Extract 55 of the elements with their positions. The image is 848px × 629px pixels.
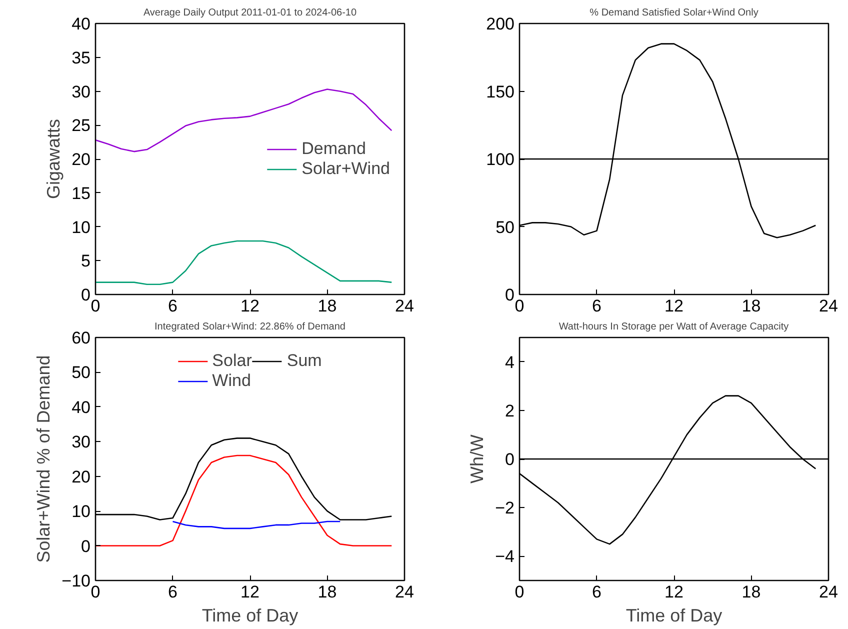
y-tick-label: 50 [72, 363, 91, 382]
y-tick-label: 20 [72, 150, 91, 169]
y-tick-label: 10 [72, 502, 91, 522]
x-tick-label: 12 [664, 582, 684, 602]
y-tick-label: 10 [72, 218, 91, 237]
x-axis-title: Time of Day [202, 606, 298, 626]
legend-label: Solar+Wind [302, 158, 390, 178]
x-tick-label: 24 [819, 296, 838, 316]
y-tick-label: 15 [72, 184, 91, 203]
x-tick-label: 24 [395, 296, 414, 316]
y-tick-label: 150 [486, 82, 515, 102]
y-tick-label: −4 [495, 547, 515, 566]
legend-label: Sum [286, 351, 322, 371]
y-tick-label: 50 [496, 218, 515, 237]
y-tick-label: 5 [81, 252, 91, 271]
y-tick-label: 4 [505, 352, 515, 372]
x-tick-label: 12 [240, 296, 260, 316]
y-tick-label: 40 [72, 398, 91, 417]
y-tick-label: 25 [72, 116, 91, 136]
y-axis-title: Wh/W [467, 434, 488, 484]
y-tick-label: 30 [72, 82, 91, 102]
y-tick-label: 20 [72, 467, 91, 486]
x-tick-label: 6 [168, 296, 178, 316]
x-tick-label: 24 [395, 582, 414, 602]
y-tick-label: −10 [62, 572, 91, 590]
y-tick-label: 2 [505, 401, 515, 420]
legend-label: Demand [302, 138, 366, 158]
y-axis-title: Solar+Wind % of Demand [34, 355, 54, 563]
y-tick-label: 40 [72, 14, 91, 34]
y-tick-label: 30 [72, 432, 91, 452]
y-tick-label: 0 [505, 450, 515, 469]
y-tick-label: −2 [495, 498, 515, 518]
x-tick-label: 12 [664, 296, 684, 316]
x-tick-label: 24 [819, 582, 838, 602]
legend-label: Solar [212, 351, 252, 371]
y-tick-label: 200 [486, 14, 515, 34]
y-tick-label: 100 [486, 150, 515, 169]
chart-title: % Demand Satisfied Solar+Wind Only [590, 8, 758, 18]
x-tick-label: 18 [742, 582, 761, 602]
x-tick-label: 6 [168, 582, 178, 602]
x-axis-title: Time of Day [626, 606, 722, 626]
chart-title: Integrated Solar+Wind: 22.86% of Demand [154, 322, 346, 332]
legend-label: Wind [212, 371, 251, 391]
x-tick-label: 18 [742, 296, 761, 316]
chart-title: Watt-hours In Storage per Watt of Average Capacity [558, 322, 789, 332]
y-tick-label: 60 [72, 328, 91, 348]
x-tick-label: 18 [318, 296, 337, 316]
x-tick-label: 12 [240, 582, 260, 602]
x-tick-label: 18 [318, 582, 337, 602]
x-tick-label: 6 [592, 582, 602, 602]
y-axis-title: Gigawatts [44, 118, 64, 200]
x-tick-label: 6 [592, 296, 602, 316]
y-tick-label: 35 [72, 48, 91, 68]
chart-title: Average Daily Output 2011-01-01 to 2024-06-10 [143, 8, 357, 18]
y-tick-label: 0 [81, 536, 91, 556]
